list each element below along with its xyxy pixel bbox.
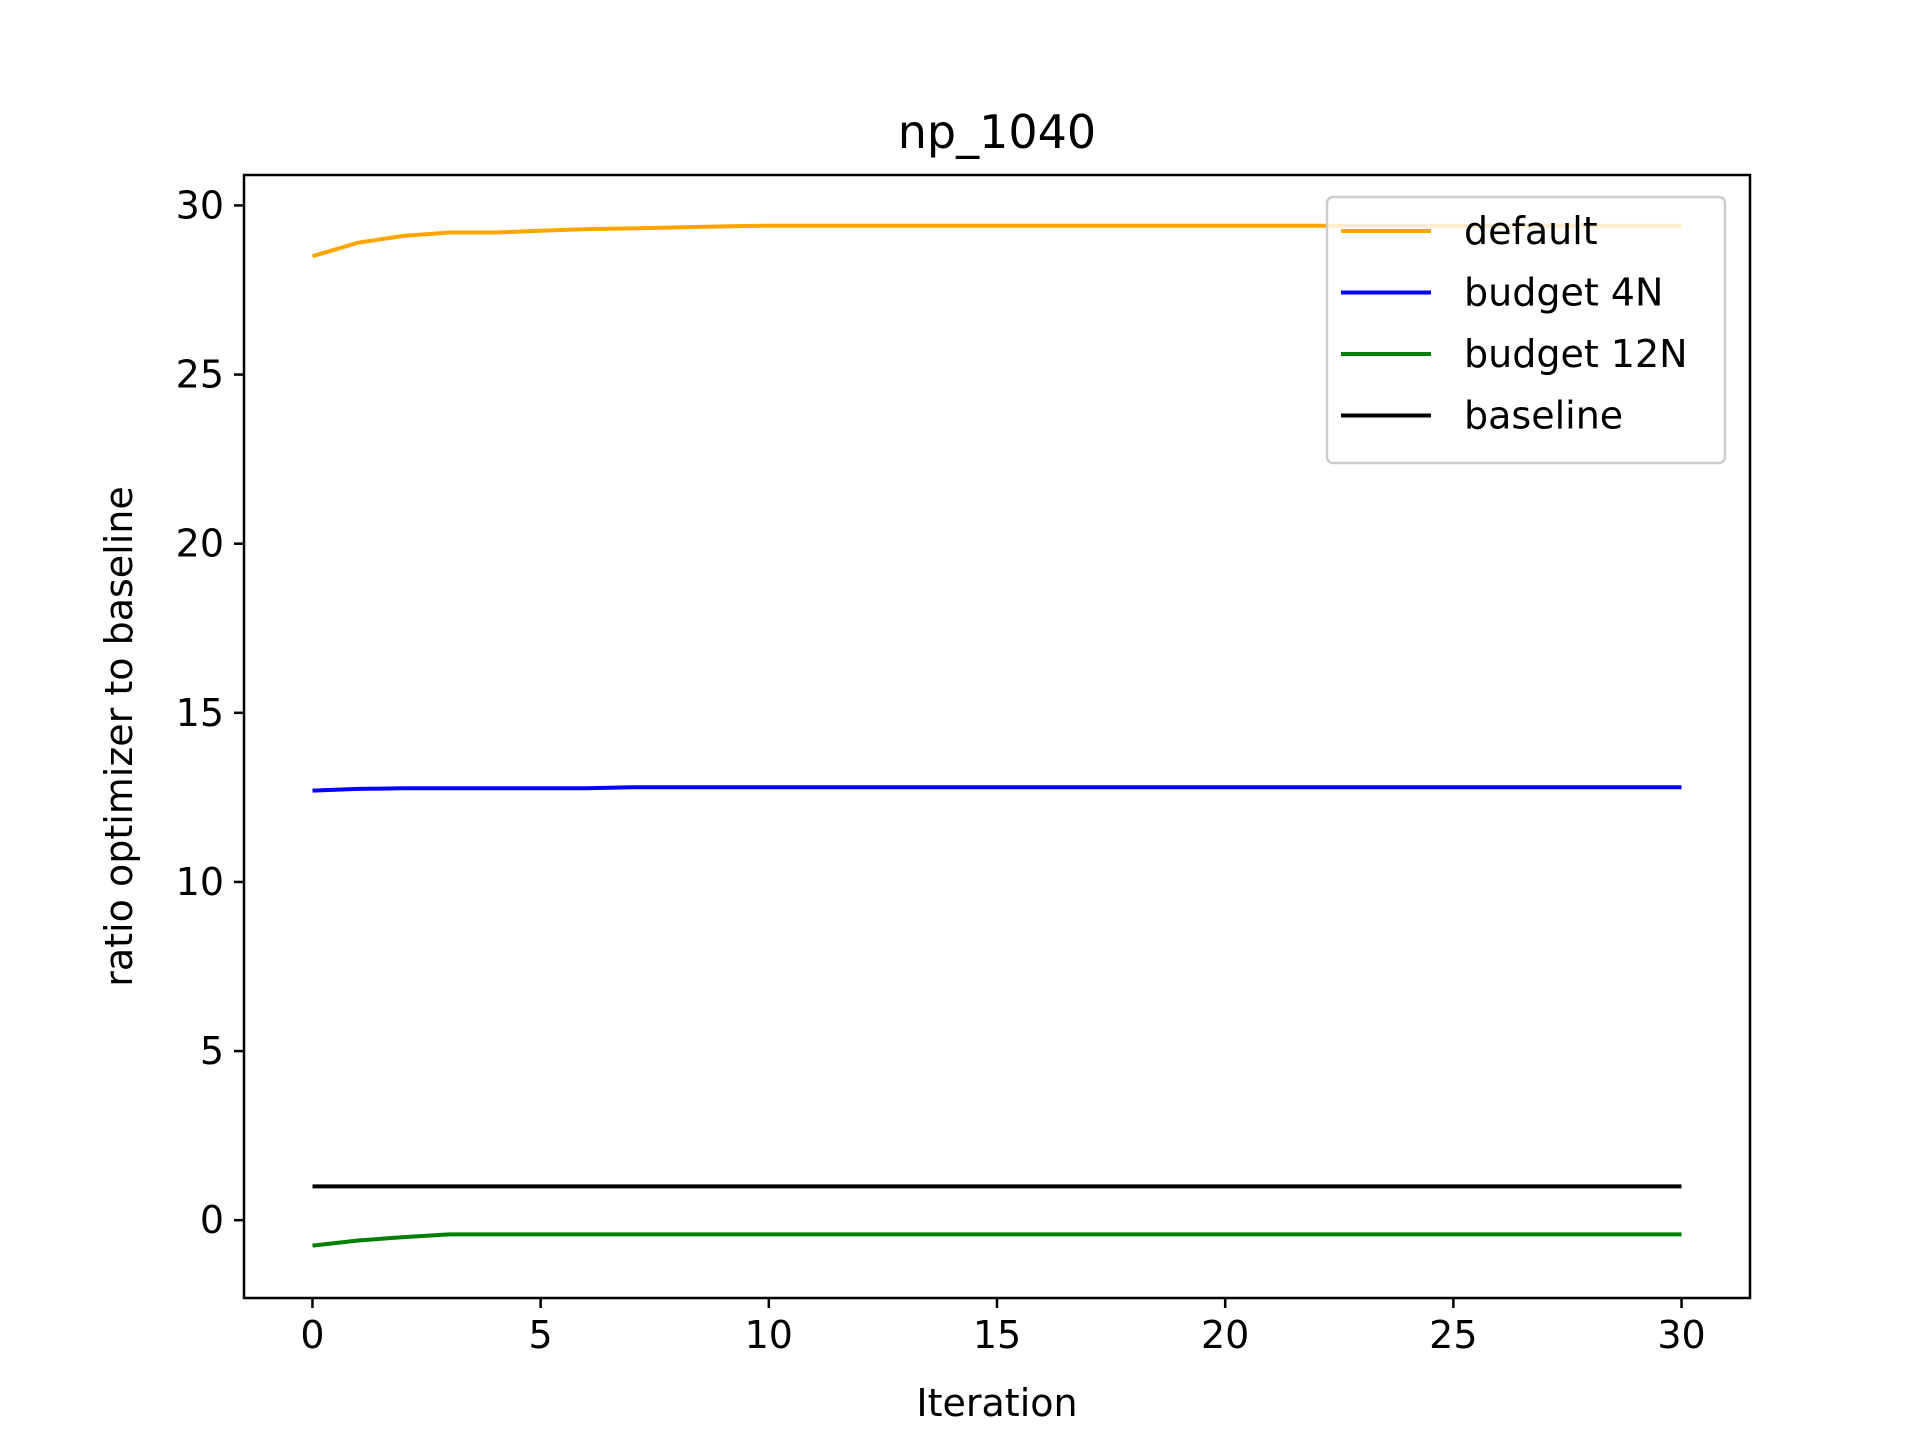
y-tick-label: 15	[176, 691, 224, 735]
y-tick-label: 20	[176, 522, 224, 566]
x-tick-label: 25	[1429, 1313, 1477, 1357]
x-tick-label: 10	[745, 1313, 793, 1357]
y-tick-label: 10	[176, 860, 224, 904]
series-line-budget-4n	[312, 785, 1682, 793]
y-tick-label: 25	[176, 353, 224, 397]
legend-box	[1325, 195, 1727, 465]
y-tick-label: 0	[200, 1198, 224, 1242]
x-tick-label: 0	[300, 1313, 324, 1357]
legend-label-default: default	[1464, 209, 1598, 253]
legend: default budget 4N budget 12N baseline	[1325, 195, 1727, 465]
y-tick-label: 5	[200, 1029, 224, 1073]
x-tick-label: 30	[1657, 1313, 1705, 1357]
legend-label-budget-4n: budget 4N	[1464, 271, 1663, 315]
x-axis-label: Iteration	[916, 1381, 1077, 1425]
y-axis-label: ratio optimizer to baseline	[97, 486, 141, 987]
x-tick-label: 20	[1201, 1313, 1249, 1357]
x-axis: 0 5 10 15 20 25 30	[300, 1298, 1706, 1357]
legend-label-baseline: baseline	[1464, 394, 1623, 438]
x-tick-label: 15	[973, 1313, 1021, 1357]
legend-label-budget-12n: budget 12N	[1464, 332, 1688, 376]
x-tick-label: 5	[529, 1313, 553, 1357]
chart-title: np_1040	[898, 105, 1096, 159]
y-axis: 0 5 10 15 20 25 30	[176, 183, 244, 1242]
y-tick-label: 30	[176, 183, 224, 227]
series-line-budget-12n	[312, 1232, 1682, 1248]
